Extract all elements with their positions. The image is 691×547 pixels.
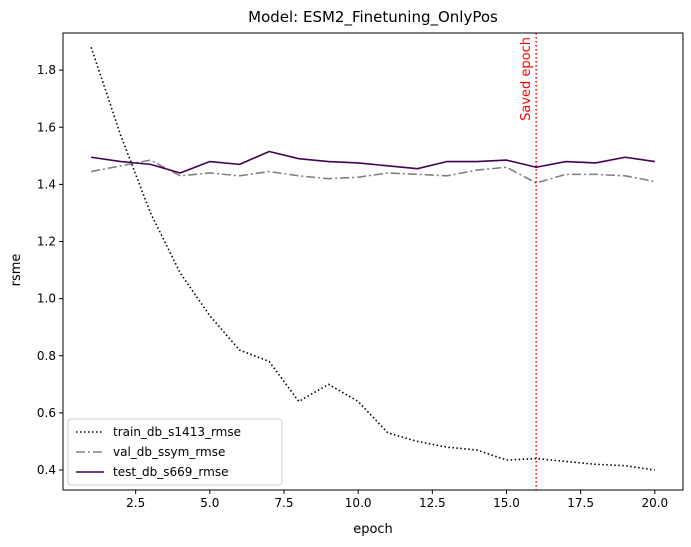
y-tick-label: 1.4 bbox=[37, 177, 56, 191]
x-tick-label: 5.0 bbox=[200, 496, 219, 510]
series-line-val_db_ssym_rmse bbox=[91, 159, 655, 184]
y-axis-label: rsme bbox=[9, 254, 24, 287]
legend-label: train_db_s1413_rmse bbox=[113, 425, 241, 439]
axes: 2.5 5.0 7.5 10.0 12.5 15.0 17.5 20.0 0.4 0.6 0.8 1.… bbox=[37, 32, 684, 510]
plot-frame bbox=[62, 32, 684, 491]
x-tick-label: 17.5 bbox=[567, 496, 594, 510]
series-line-test_db_s669_rmse bbox=[91, 150, 655, 174]
annotation-layer: Saved epoch bbox=[519, 33, 537, 490]
y-tick-label: 1.0 bbox=[37, 292, 56, 306]
legend: train_db_s1413_rmse val_db_ssym_rmse test_… bbox=[67, 418, 283, 486]
x-tick-label: 10.0 bbox=[345, 496, 372, 510]
series-layer bbox=[90, 47, 655, 471]
legend-box bbox=[67, 418, 283, 486]
chart-title: Model: ESM2_Finetuning_OnlyPos bbox=[248, 8, 498, 27]
legend-label: test_db_s669_rmse bbox=[113, 465, 228, 479]
y-tick-label: 1.8 bbox=[37, 63, 56, 77]
x-axis-label: epoch bbox=[353, 522, 393, 537]
x-tick-label: 20.0 bbox=[641, 496, 668, 510]
saved-epoch-label: Saved epoch bbox=[519, 37, 534, 121]
y-tick-label: 0.4 bbox=[37, 463, 56, 477]
x-tick-label: 7.5 bbox=[274, 496, 293, 510]
x-tick-label: 2.5 bbox=[126, 496, 145, 510]
y-tick-label: 1.6 bbox=[37, 120, 56, 134]
legend-label: val_db_ssym_rmse bbox=[113, 445, 225, 459]
x-tick-label: 15.0 bbox=[493, 496, 520, 510]
y-tick-label: 0.6 bbox=[37, 406, 56, 420]
y-tick-label: 1.2 bbox=[37, 235, 56, 249]
x-tick-label: 12.5 bbox=[419, 496, 446, 510]
y-tick-label: 0.8 bbox=[37, 349, 56, 363]
series-line-train_db_s1413_rmse bbox=[90, 47, 655, 471]
